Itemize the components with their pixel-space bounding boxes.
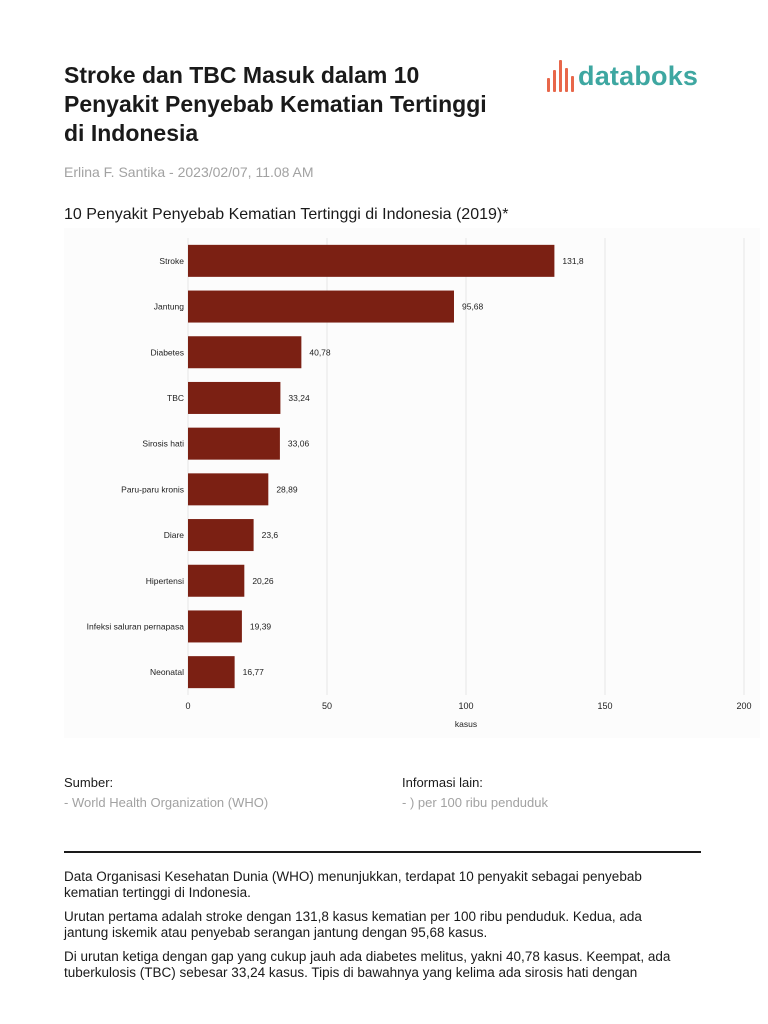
chart-area: 0 50 100 150 200 Stroke 131,8 Jantung 95,68 Diabe… xyxy=(64,228,760,738)
category-label: Stroke xyxy=(159,256,184,266)
bar xyxy=(188,610,242,643)
databoks-logo[interactable]: databoks xyxy=(547,58,698,94)
data-label: 33,24 xyxy=(288,393,310,403)
source-label: Sumber: xyxy=(64,775,114,790)
article-headline: Stroke dan TBC Masuk dalam 10 Penyakit P… xyxy=(64,62,487,146)
category-label: Jantung xyxy=(154,302,185,312)
byline: Erlina F. Santika - 2023/02/07, 11.08 AM xyxy=(64,164,314,180)
data-label: 40,78 xyxy=(309,347,331,357)
bar xyxy=(188,290,454,323)
article-body: Data Organisasi Kesehatan Dunia (WHO) me… xyxy=(64,869,684,989)
bar xyxy=(188,336,302,369)
data-label: 33,06 xyxy=(288,439,310,449)
category-label: Sirosis hati xyxy=(142,439,184,449)
x-axis-label: kasus xyxy=(455,719,477,729)
x-tick-label: 50 xyxy=(322,701,332,711)
brand-name: databoks xyxy=(578,60,699,91)
divider xyxy=(64,851,701,853)
category-label: Hipertensi xyxy=(146,576,184,586)
body-paragraph: Di urutan ketiga dengan gap yang cukup j… xyxy=(64,949,671,980)
bar xyxy=(188,519,254,552)
data-label: 95,68 xyxy=(462,302,484,312)
bar xyxy=(188,427,280,460)
x-tick-label: 200 xyxy=(736,701,751,711)
category-label: Diabetes xyxy=(150,347,184,357)
source-value: - World Health Organization (WHO) xyxy=(64,795,269,810)
category-label: Diare xyxy=(164,530,185,540)
category-label: Infeksi saluran pernapasa xyxy=(87,621,185,631)
data-label: 16,77 xyxy=(243,667,265,677)
info-value: - ) per 100 ribu penduduk xyxy=(402,795,548,810)
body-paragraph: Urutan pertama adalah stroke dengan 131,… xyxy=(64,909,642,940)
data-label: 131,8 xyxy=(562,256,584,266)
bar xyxy=(188,244,555,277)
x-tick-label: 150 xyxy=(597,701,612,711)
data-label: 20,26 xyxy=(252,576,274,586)
bar xyxy=(188,656,235,689)
body-paragraph: Data Organisasi Kesehatan Dunia (WHO) me… xyxy=(64,869,642,900)
data-label: 23,6 xyxy=(262,530,279,540)
bar xyxy=(188,381,281,414)
category-label: Paru-paru kronis xyxy=(121,484,184,494)
bar xyxy=(188,564,245,597)
bar xyxy=(188,473,269,506)
databoks-bars-logo-icon xyxy=(547,60,574,92)
x-tick-label: 0 xyxy=(185,701,190,711)
bar-chart: 0 50 100 150 200 Stroke 131,8 Jantung 95,68 Diabe… xyxy=(87,238,752,729)
chart-title: 10 Penyakit Penyebab Kematian Tertinggi … xyxy=(64,206,509,223)
category-label: TBC xyxy=(167,393,184,403)
data-label: 19,39 xyxy=(250,621,272,631)
info-label: Informasi lain: xyxy=(402,775,483,790)
category-label: Neonatal xyxy=(150,667,184,677)
data-label: 28,89 xyxy=(276,484,298,494)
x-tick-label: 100 xyxy=(458,701,473,711)
